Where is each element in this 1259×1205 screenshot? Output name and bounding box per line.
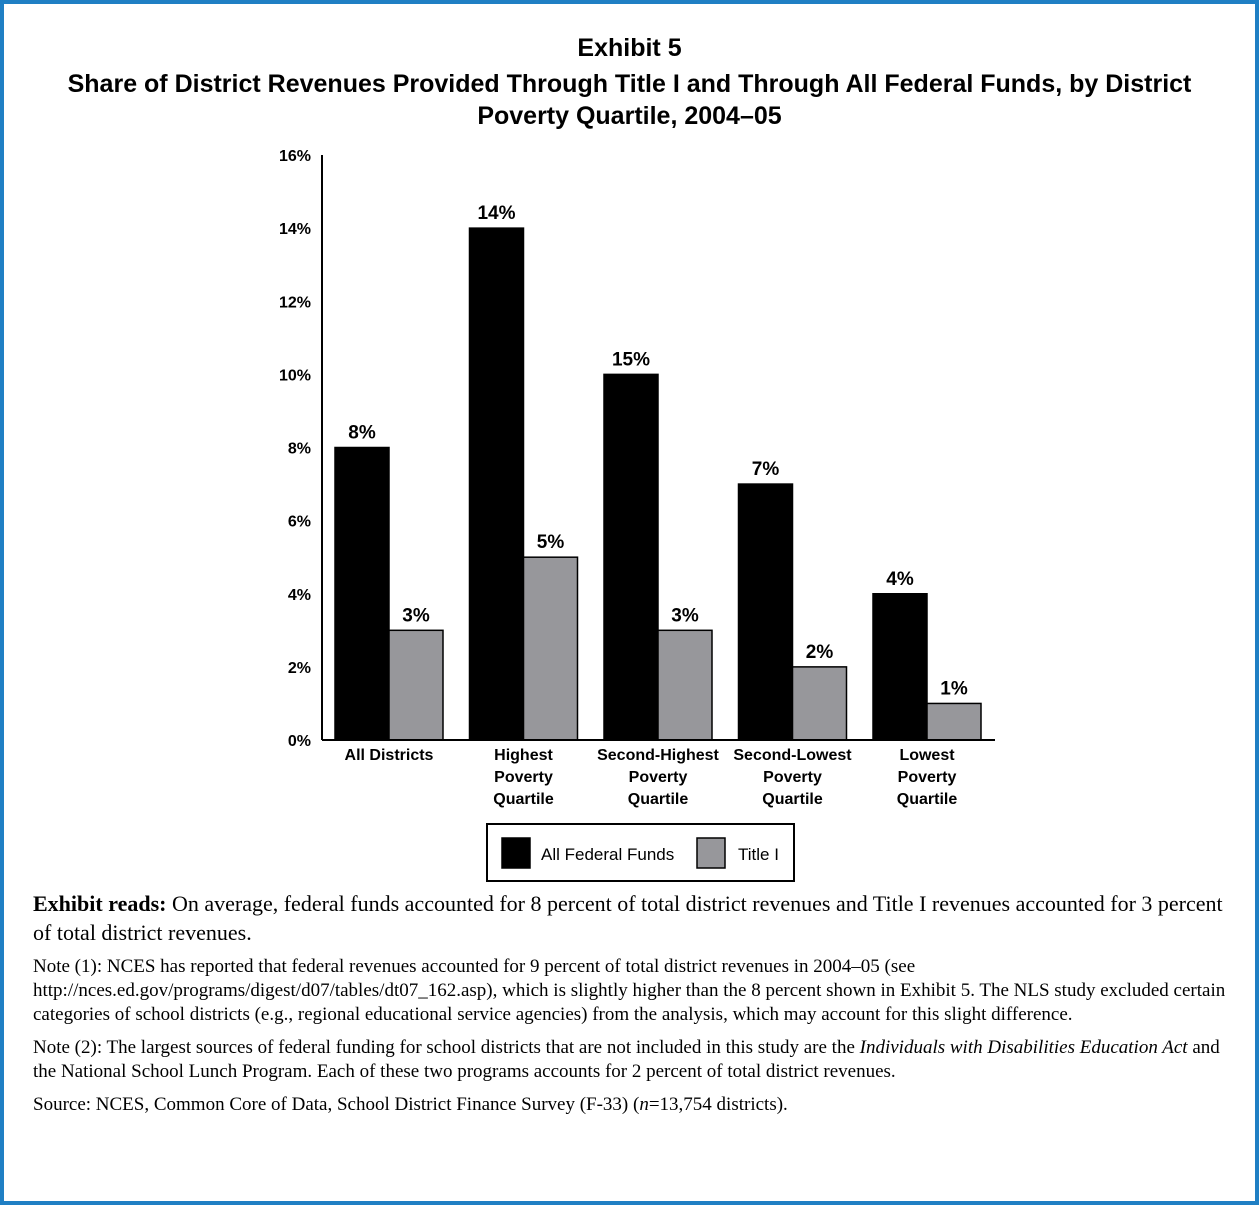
bar-value-label: 14% [477,203,515,224]
y-tick-label: 4% [288,587,311,604]
exhibit-reads: Exhibit reads: On average, federal funds… [33,889,1233,947]
bar-all-federal-funds [872,593,928,741]
source-n-symbol: n [639,1094,649,1115]
note-2-part-a: Note (2): The largest sources of federal… [33,1037,860,1058]
bar-value-label: 2% [806,642,834,663]
y-tick-label: 14% [279,221,311,238]
exhibit-title: Share of District Revenues Provided Thro… [67,70,1192,130]
exhibit-reads-lead: Exhibit reads: [33,891,167,916]
note-1: Note (1): NCES has reported that federal… [33,956,1226,1025]
exhibit-number: Exhibit 5 [577,34,682,62]
bar-all-federal-funds [603,373,659,741]
bar-all-federal-funds [737,483,794,741]
y-tick-label: 12% [279,294,311,311]
bar-value-label: 7% [752,459,780,480]
source-part-b: =13,754 districts). [648,1094,788,1115]
y-tick-label: 6% [288,514,311,531]
bar-title-i [926,702,982,741]
y-tick-label: 0% [288,733,311,750]
bar-all-federal-funds [334,446,390,741]
bars [334,227,982,741]
x-category-label: Second-Highest Poverty Quartile [597,747,719,808]
legend-box [486,823,795,882]
bar-value-label: 4% [886,569,914,590]
source-part-a: Source: NCES, Common Core of Data, Schoo… [33,1094,640,1115]
legend-label: All Federal Funds [541,845,674,864]
bar-chart: 0% 2% 4% 6% 8% 10% 12% 14% 16% 8% 3% 14% 5% 15% 3% 7% 2… [279,148,995,882]
legend: All Federal Funds Title I [486,823,795,882]
bar-value-label: 8% [348,423,376,444]
x-category-label: Highest Poverty Quartile [493,747,554,808]
exhibit-reads-text: On average, federal funds accounted for … [33,891,1223,945]
bar-title-i [791,666,848,741]
bar-title-i [388,629,444,741]
bar-value-label: 1% [940,678,968,699]
note-2-act-name: Individuals with Disabilities Education … [859,1037,1188,1058]
bar-all-federal-funds [468,227,525,741]
y-tick-label: 2% [288,660,311,677]
note-2-part-b: and the National School Lunch Program. E… [33,1037,1220,1082]
bar-title-i [522,556,579,741]
bar-value-labels: 8% 3% 14% 5% 15% 3% 7% 2% 4% 1% [348,203,968,699]
note-2: Note (2): The largest sources of federal… [33,1036,1233,1084]
y-tick-label: 10% [279,367,311,384]
x-axis-labels: All Districts Highest Poverty Quartile Secon… [345,747,958,808]
x-category-label: Second-Lowest Poverty Quartile [733,747,852,808]
y-tick-label: 8% [288,441,311,458]
legend-swatch [696,837,726,869]
bar-value-label: 3% [402,605,430,626]
bar-value-label: 5% [537,532,565,553]
legend-label: Title I [738,845,779,864]
y-tick-label: 16% [279,148,311,165]
bar-value-label: 15% [612,349,650,370]
legend-swatch [501,837,531,869]
bar-value-label: 3% [671,605,699,626]
x-category-label: Lowest Poverty Quartile [897,747,958,808]
notes-section: Exhibit reads: On average, federal funds… [33,889,1233,1126]
y-axis-ticks: 0% 2% 4% 6% 8% 10% 12% 14% 16% [279,148,311,750]
bar-title-i [657,629,713,741]
source-note: Source: NCES, Common Core of Data, Schoo… [33,1093,1233,1117]
x-category-label: All Districts [345,747,434,764]
